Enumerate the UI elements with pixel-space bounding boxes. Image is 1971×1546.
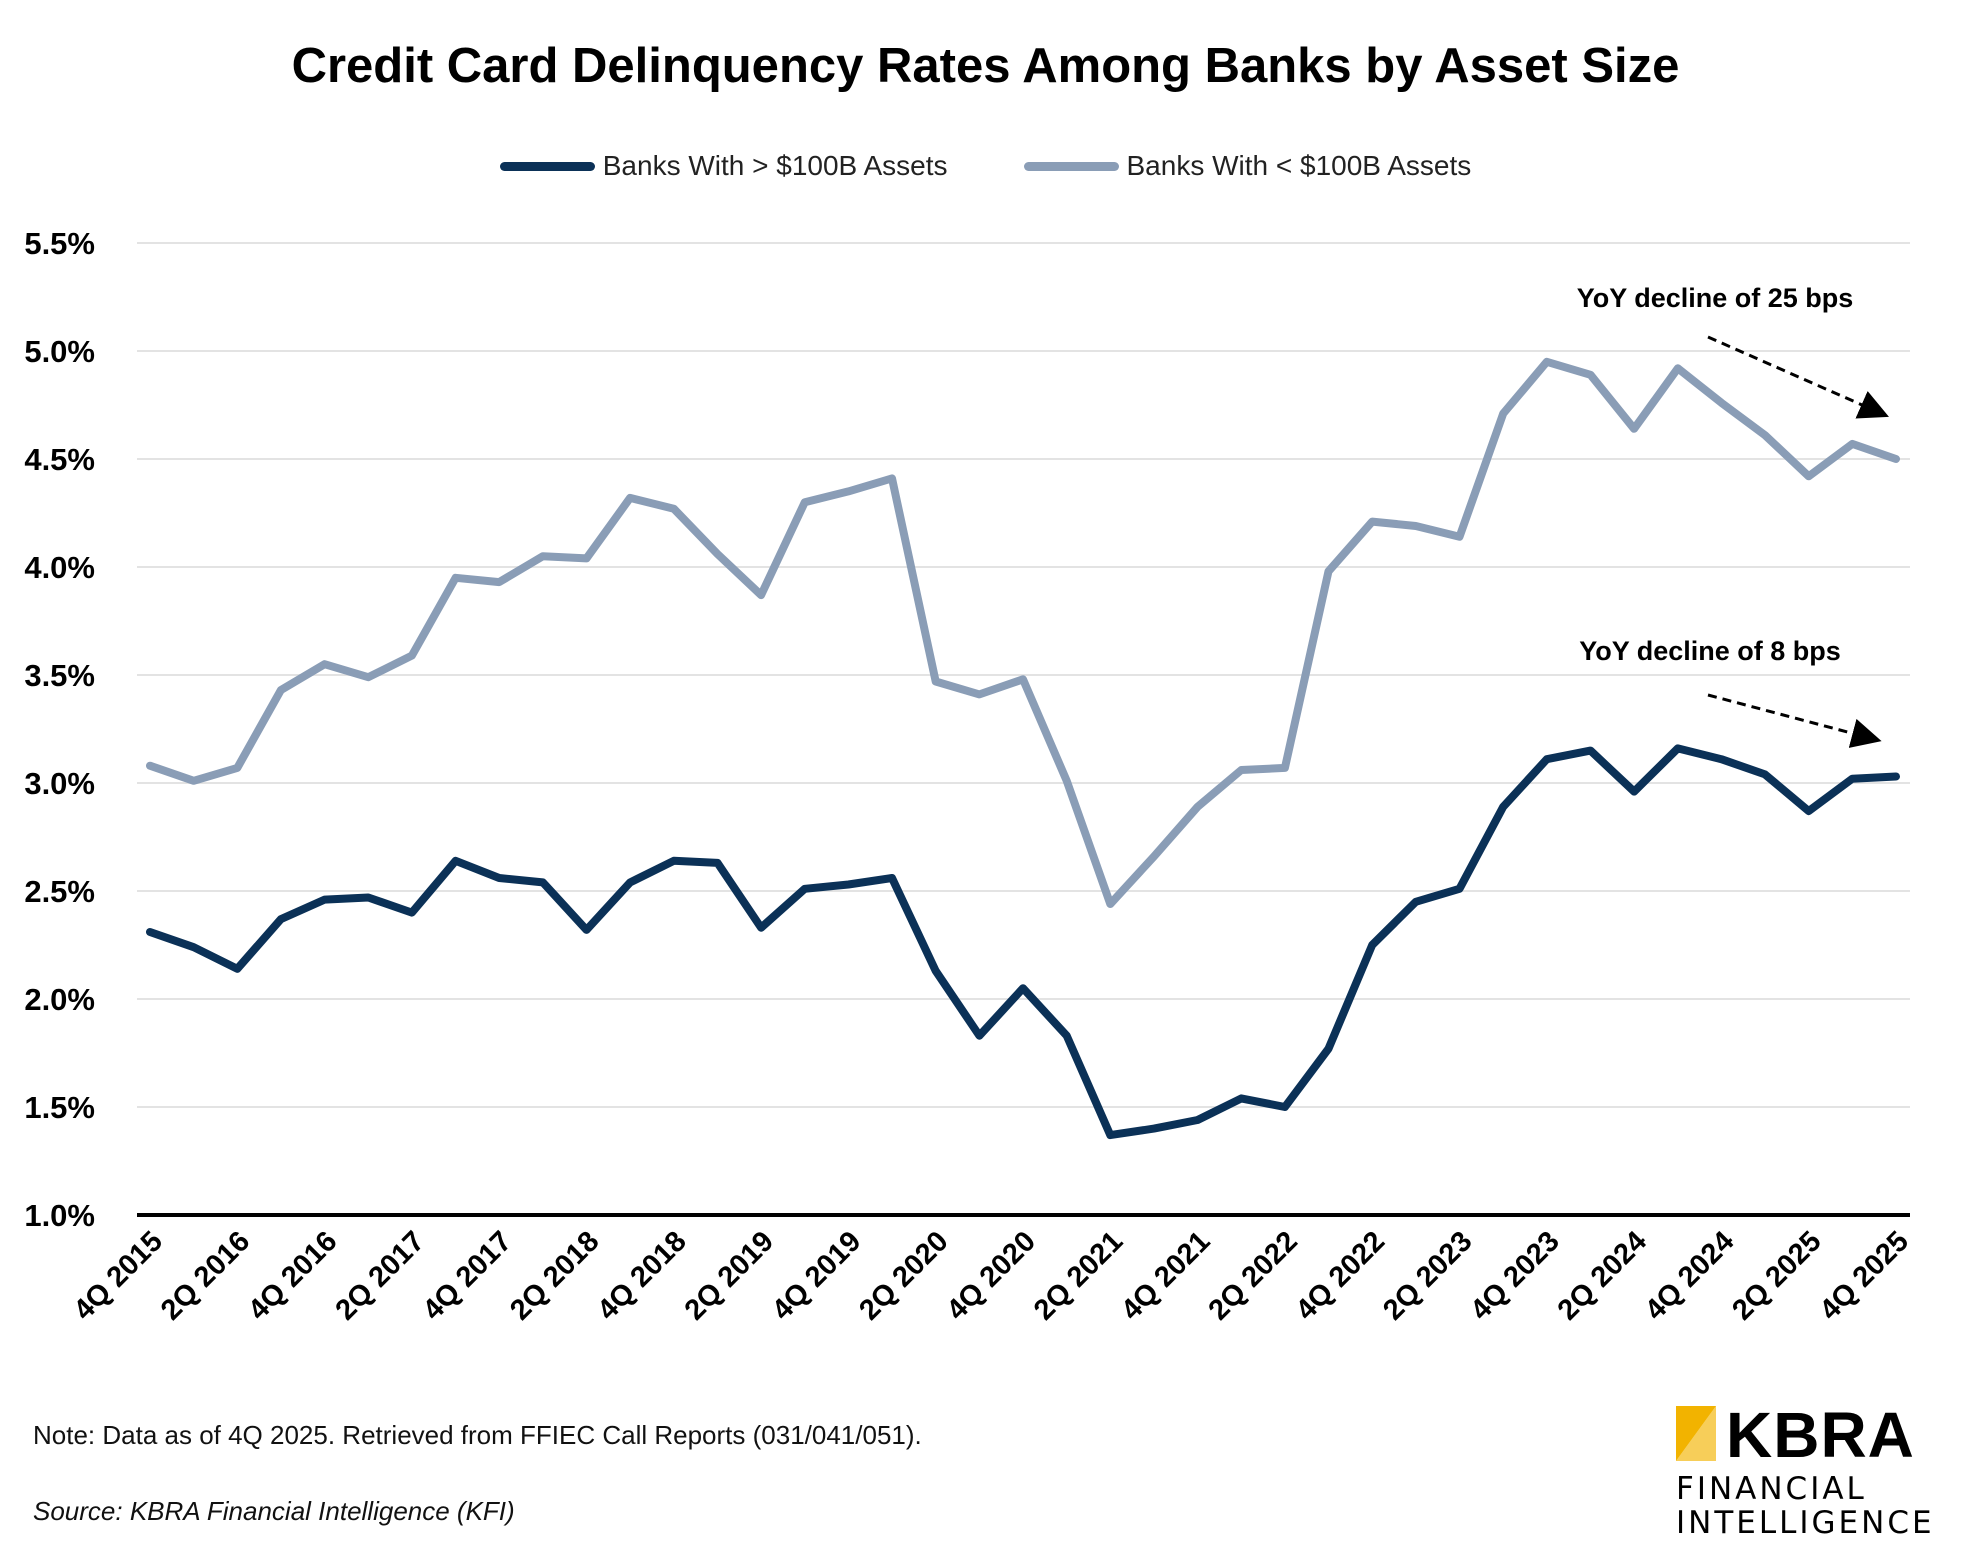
x-tick-label: 4Q 2019 (766, 1225, 867, 1326)
annotation-label: YoY decline of 8 bps (1579, 636, 1841, 666)
x-tick-label: 2Q 2018 (504, 1225, 605, 1326)
logo-word: KBRA (1726, 1399, 1915, 1471)
x-tick-label: 4Q 2023 (1464, 1225, 1565, 1326)
footnote: Note: Data as of 4Q 2025. Retrieved from… (33, 1420, 922, 1450)
x-tick-label: 4Q 2022 (1290, 1225, 1391, 1326)
annotations: YoY decline of 25 bps YoY decline of 8 bp… (1577, 283, 1889, 748)
x-tick-label: 2Q 2025 (1726, 1225, 1827, 1326)
legend-label-large-banks: Banks With > $100B Assets (602, 150, 948, 181)
source-note: Source: KBRA Financial Intelligence (KFI… (33, 1496, 515, 1526)
x-tick-label: 4Q 2016 (242, 1225, 343, 1326)
legend: Banks With > $100B Assets Banks With < $… (0, 150, 1971, 182)
annotation-arrow (1707, 693, 1882, 748)
y-tick-label: 5.0% (24, 334, 95, 369)
x-tick-label: 2Q 2017 (330, 1225, 431, 1326)
logo-subtitle-financial: FINANCIAL (1676, 1471, 1867, 1507)
y-tick-label: 1.5% (24, 1090, 95, 1125)
y-tick-label: 4.0% (24, 550, 95, 585)
x-tick-label: 4Q 2017 (417, 1225, 518, 1326)
legend-swatch-large-banks (499, 161, 595, 171)
x-tick-label: 4Q 2025 (1814, 1225, 1915, 1326)
series-line-large-banks (146, 744, 1900, 1140)
x-tick-label: 2Q 2023 (1377, 1225, 1478, 1326)
logo-subtitle-intelligence: INTELLIGENCE (1676, 1505, 1935, 1541)
y-tick-label: 2.5% (24, 874, 95, 909)
legend-label-small-banks: Banks With < $100B Assets (1126, 150, 1472, 181)
y-tick-label: 5.5% (24, 226, 95, 261)
annotation-arrow (1707, 335, 1889, 419)
x-tick-label: 4Q 2015 (68, 1225, 169, 1326)
y-tick-label: 2.0% (24, 982, 95, 1017)
x-tick-label: 2Q 2024 (1552, 1225, 1653, 1326)
x-tick-label: 4Q 2021 (1115, 1225, 1216, 1326)
x-tick-label: 2Q 2021 (1028, 1225, 1129, 1326)
chart-title: Credit Card Delinquency Rates Among Bank… (291, 39, 1680, 93)
annotation-label: YoY decline of 25 bps (1577, 283, 1854, 313)
legend-item-small-banks: Banks With < $100B Assets (1023, 150, 1472, 182)
x-tick-label: 2Q 2016 (155, 1225, 256, 1326)
kbra-logo: KBRA FINANCIAL INTELLIGENCE (1676, 1400, 1966, 1540)
gridlines (137, 242, 1910, 1108)
line-chart: 1.0% 1.5% 2.0% 2.5% 3.0% 3.5% 4.0% 4.5% 5.0% 5.5%… (24, 226, 1915, 1327)
legend-item-large-banks: Banks With > $100B Assets (499, 150, 948, 182)
x-tick-label: 2Q 2019 (679, 1225, 780, 1326)
y-tick-label: 3.0% (24, 766, 95, 801)
x-tick-label: 4Q 2020 (941, 1225, 1042, 1326)
y-tick-label: 1.0% (24, 1198, 95, 1233)
y-axis: 1.0% 1.5% 2.0% 2.5% 3.0% 3.5% 4.0% 4.5% 5.0% 5.5% (24, 226, 95, 1233)
x-tick-label: 2Q 2020 (853, 1225, 954, 1326)
legend-swatch-small-banks (1023, 161, 1119, 171)
y-tick-label: 4.5% (24, 442, 95, 477)
logo-mark-icon (1676, 1406, 1716, 1461)
x-tick-label: 4Q 2018 (591, 1225, 692, 1326)
x-tick-label: 4Q 2024 (1639, 1225, 1740, 1326)
series-line-small-banks (146, 357, 1900, 908)
x-tick-label: 2Q 2022 (1203, 1225, 1304, 1326)
series-lines (146, 357, 1900, 1140)
y-tick-label: 3.5% (24, 658, 95, 693)
